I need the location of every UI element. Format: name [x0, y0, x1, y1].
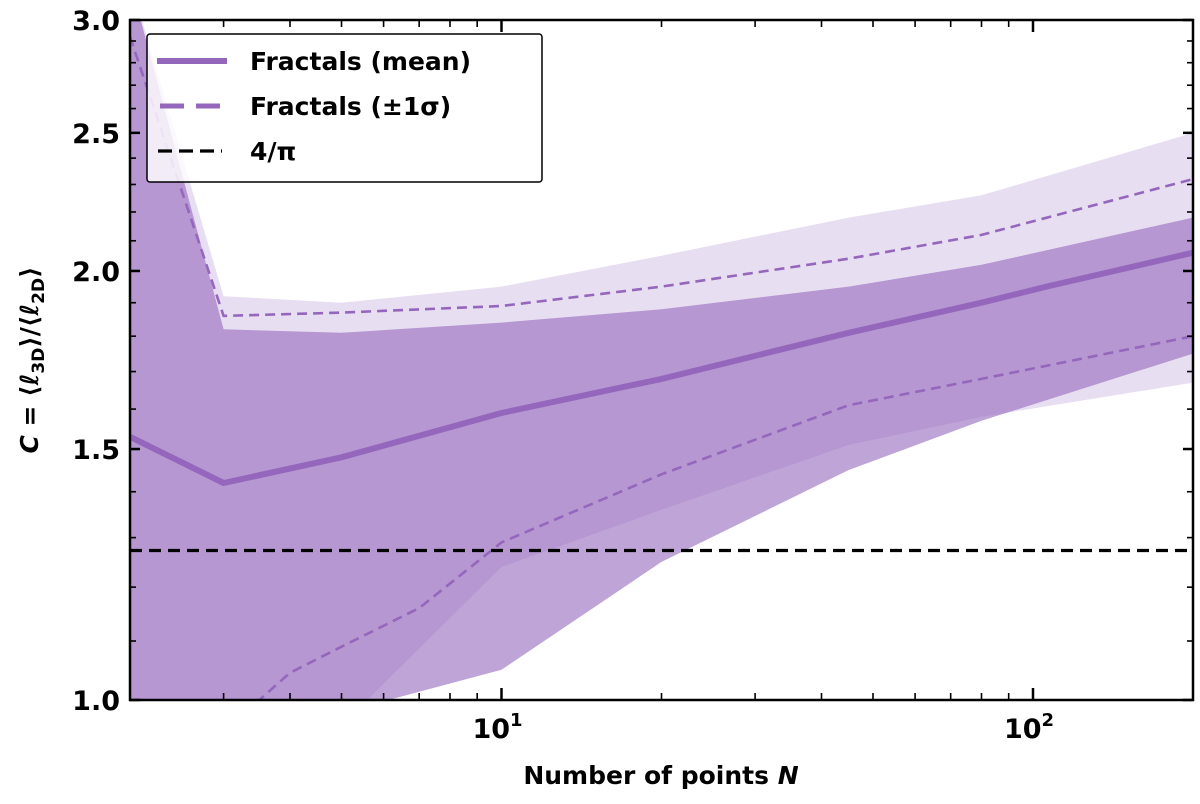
- legend: Fractals (mean) Fractals (±1σ) 4/π: [146, 33, 543, 183]
- envelope-band: [130, 20, 1193, 700]
- y-tick-label: 2.5: [72, 119, 120, 150]
- y-axis: 1.0 1.5 2.0 2.5 3.0: [72, 6, 1193, 717]
- envelope-band: [130, 20, 1193, 700]
- sigma-line-lower: [257, 334, 1193, 700]
- x-axis-label: Number of points N: [523, 761, 798, 790]
- legend-label: Fractals (mean): [250, 47, 471, 76]
- y-tick-label: 1.5: [72, 435, 120, 466]
- y-axis-label: C = ⟨ℓ3D⟩/⟨ℓ2D⟩: [15, 266, 49, 453]
- mean-line: [130, 249, 1193, 486]
- data-series: [130, 36, 1193, 700]
- legend-box: [146, 33, 543, 183]
- x-tick-label: 101: [472, 710, 522, 745]
- x-axis: 101 102: [222, 20, 1054, 745]
- y-tick-label: 2.0: [72, 257, 120, 288]
- envelope-bands: [130, 20, 1193, 700]
- y-tick-label: 1.0: [72, 686, 120, 717]
- x-tick-label: 102: [1004, 710, 1054, 745]
- y-tick-label: 3.0: [72, 6, 120, 37]
- legend-label: 4/π: [250, 137, 296, 166]
- legend-label: Fractals (±1σ): [250, 92, 451, 121]
